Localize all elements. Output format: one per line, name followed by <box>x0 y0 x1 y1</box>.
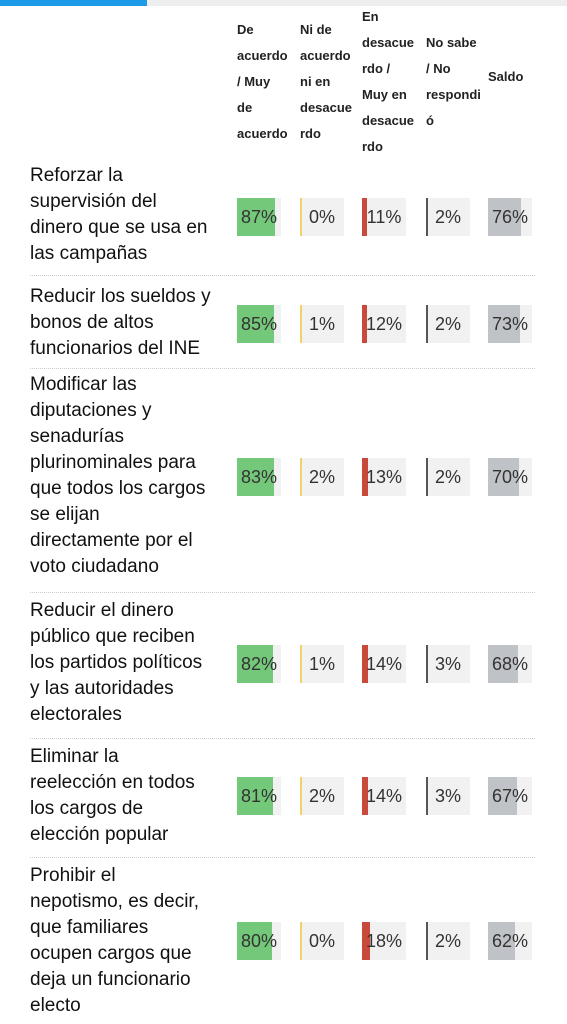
value-neutral: 2% <box>308 786 335 806</box>
value-neutral: 1% <box>308 654 335 674</box>
value-saldo: 76% <box>491 207 529 227</box>
bar-disagree <box>362 922 370 960</box>
reading-progress-fill <box>0 0 148 6</box>
column-header-neutral: Ni de acuerdo ni en desacue rdo <box>300 22 353 141</box>
value-agree: 82% <box>240 654 278 674</box>
bar-disagree <box>362 777 369 815</box>
row-separator <box>30 738 535 739</box>
value-saldo: 73% <box>491 314 529 334</box>
cell-neutral <box>300 645 344 683</box>
cell-neutral <box>300 198 344 236</box>
value-disagree: 14% <box>365 786 403 806</box>
value-nosabe: 2% <box>434 467 461 487</box>
value-neutral: 0% <box>308 931 335 951</box>
value-disagree: 18% <box>365 931 403 951</box>
reading-progress-track <box>0 0 567 6</box>
value-agree: 87% <box>240 207 278 227</box>
value-disagree: 13% <box>365 467 403 487</box>
cell-disagree <box>362 777 406 815</box>
value-saldo: 70% <box>491 467 529 487</box>
bar-neutral <box>300 645 302 683</box>
bar-neutral <box>300 922 302 960</box>
row-separator <box>30 857 535 858</box>
bar-agree <box>237 198 276 236</box>
value-nosabe: 2% <box>434 207 461 227</box>
value-nosabe: 3% <box>434 654 461 674</box>
cell-neutral <box>300 305 344 343</box>
bar-nosabe <box>426 645 428 683</box>
bar-nosabe <box>426 777 428 815</box>
value-disagree: 11% <box>366 207 402 227</box>
cell-nosabe <box>426 922 470 960</box>
cell-nosabe <box>426 458 470 496</box>
value-neutral: 2% <box>308 467 335 487</box>
bar-disagree <box>362 645 369 683</box>
bar-neutral <box>300 198 302 236</box>
bar-agree <box>237 305 275 343</box>
column-header-agree: De acuerdo / Muy de acuerdo <box>237 22 288 141</box>
value-agree: 80% <box>240 931 278 951</box>
cell-neutral <box>300 922 344 960</box>
row-separator <box>30 368 535 369</box>
value-saldo: 67% <box>491 786 529 806</box>
cell-nosabe <box>426 198 470 236</box>
bar-agree <box>237 645 274 683</box>
bar-neutral <box>300 458 302 496</box>
cell-nosabe <box>426 645 470 683</box>
row-separator <box>30 592 535 593</box>
bar-disagree <box>362 305 368 343</box>
bar-saldo <box>488 198 522 236</box>
value-neutral: 0% <box>308 207 335 227</box>
value-agree: 81% <box>240 786 278 806</box>
value-agree: 83% <box>240 467 278 487</box>
bar-disagree <box>362 198 367 236</box>
value-nosabe: 2% <box>434 314 461 334</box>
bar-saldo <box>488 458 519 496</box>
row-label: Reducir los sueldos y bonos de altos fun… <box>30 286 211 359</box>
value-saldo: 68% <box>491 654 529 674</box>
bar-nosabe <box>426 458 428 496</box>
value-nosabe: 2% <box>434 931 461 951</box>
cell-disagree <box>362 645 406 683</box>
bar-disagree <box>362 458 368 496</box>
cell-nosabe <box>426 777 470 815</box>
bar-saldo <box>488 922 516 960</box>
bar-agree <box>237 458 274 496</box>
row-label: Reducir el dinero público que reciben lo… <box>30 600 203 725</box>
bar-nosabe <box>426 198 428 236</box>
cell-disagree <box>362 198 406 236</box>
value-neutral: 1% <box>308 314 335 334</box>
value-nosabe: 3% <box>434 786 461 806</box>
cell-neutral <box>300 777 344 815</box>
column-header-saldo: Saldo <box>488 69 524 84</box>
bar-neutral <box>300 777 302 815</box>
cell-nosabe <box>426 305 470 343</box>
value-disagree: 14% <box>365 654 403 674</box>
cell-neutral <box>300 458 344 496</box>
bar-nosabe <box>426 305 428 343</box>
bar-saldo <box>488 305 521 343</box>
bar-agree <box>237 922 273 960</box>
row-label: Eliminar la reelección en todos los carg… <box>30 746 195 845</box>
bar-neutral <box>300 305 302 343</box>
bar-nosabe <box>426 922 428 960</box>
value-saldo: 62% <box>491 931 529 951</box>
row-label: Prohibir el nepotismo, es decir, que fam… <box>30 865 199 1016</box>
bar-agree <box>237 777 273 815</box>
bar-saldo <box>488 777 518 815</box>
row-label: Reforzar la supervisión del dinero que s… <box>30 165 208 264</box>
column-header-disagree: En desacue rdo / Muy en desacue rdo <box>362 9 415 154</box>
bar-saldo <box>488 645 518 683</box>
row-separator <box>30 275 535 276</box>
column-header-nosabe: No sabe / No respondi ó <box>426 35 481 128</box>
cell-disagree <box>362 305 406 343</box>
value-agree: 85% <box>240 314 278 334</box>
cell-disagree <box>362 458 406 496</box>
row-label: Modificar las diputaciones y senadurías … <box>30 374 206 577</box>
value-disagree: 12% <box>365 314 403 334</box>
